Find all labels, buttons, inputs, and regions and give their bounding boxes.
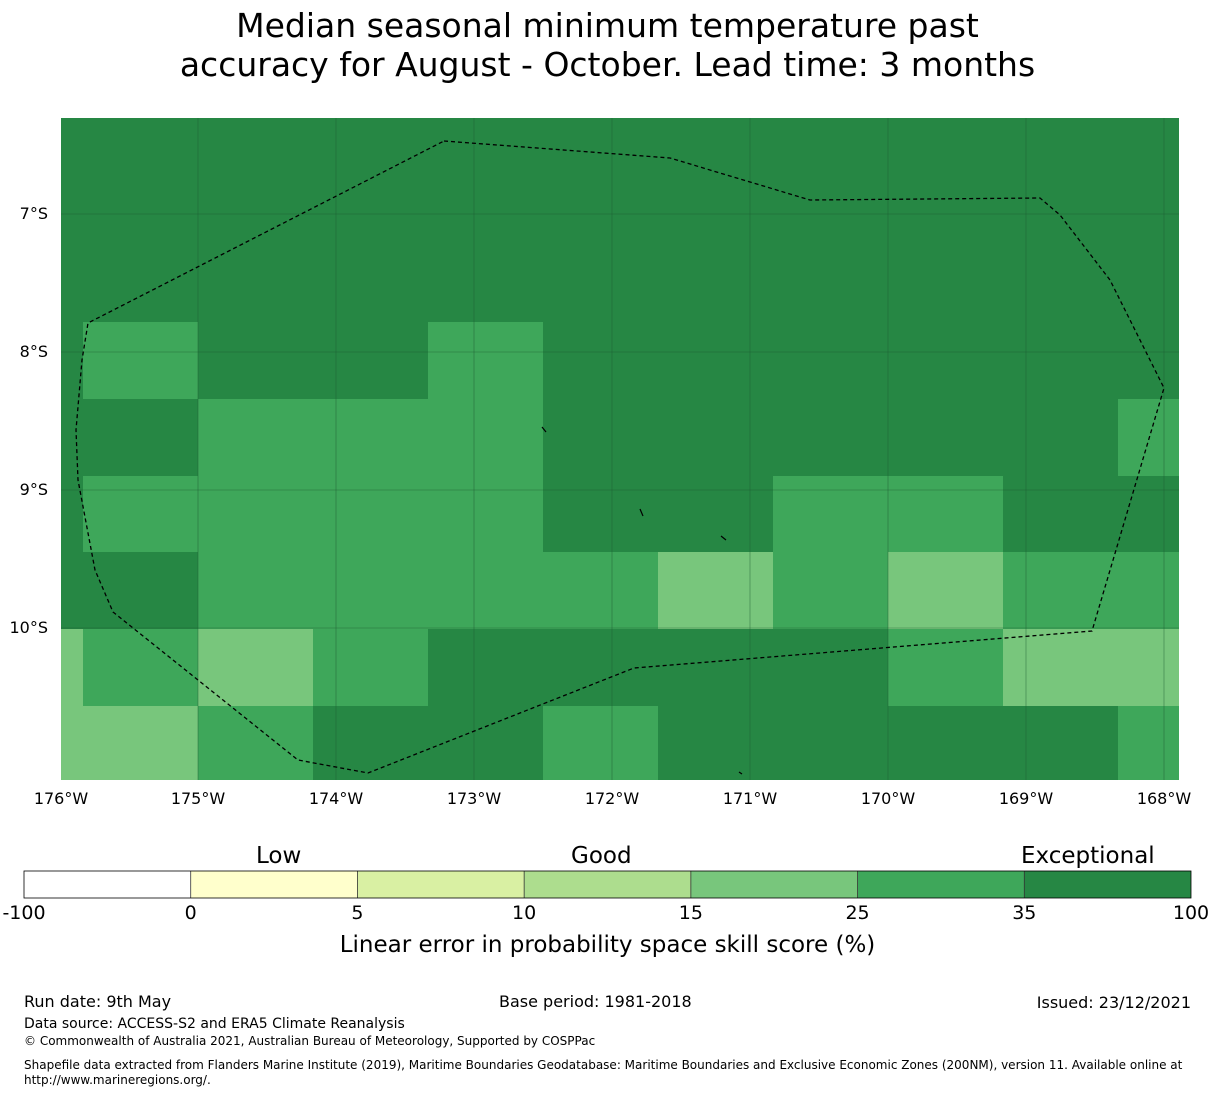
latitude-label: 10°S [9, 618, 48, 637]
latitude-label: 9°S [19, 480, 48, 499]
latitude-label: 7°S [19, 204, 48, 223]
base-period: Base period: 1981-2018 [499, 992, 692, 1011]
colorbar-bin [524, 871, 691, 898]
skill-cell [1003, 552, 1179, 629]
title-line-1: Median seasonal minimum temperature past [236, 6, 979, 45]
longitude-label: 176°W [33, 789, 89, 808]
data-source: Data source: ACCESS-S2 and ERA5 Climate … [24, 1016, 405, 1032]
longitude-label: 174°W [308, 789, 364, 808]
title-line-2: accuracy for August - October. Lead time… [179, 45, 1036, 84]
latitude-label: 8°S [19, 342, 48, 361]
skill-cell [61, 629, 83, 706]
longitude-label: 173°W [446, 789, 502, 808]
colorbar-tick-label: 5 [351, 902, 364, 924]
shapefile-credit-line-2: http://www.marineregions.org/. [24, 1073, 211, 1087]
skill-cell [83, 629, 198, 706]
chart-title: Median seasonal minimum temperature past… [0, 6, 1215, 84]
colorbar-bin [357, 871, 525, 898]
island-mark [738, 771, 743, 775]
longitude-label: 172°W [584, 789, 640, 808]
skill-cell [773, 552, 888, 629]
skill-cell [198, 552, 658, 629]
colorbar-tick-label: 15 [678, 902, 703, 924]
skill-cell [198, 706, 313, 780]
run-date: Run date: 9th May [24, 992, 172, 1011]
island-mark [720, 535, 727, 541]
island-mark [541, 426, 547, 433]
skill-cell [1003, 629, 1179, 706]
colorbar-tick-label: 25 [845, 902, 870, 924]
colorbar-bin [857, 871, 1025, 898]
colorbar-title: Linear error in probability space skill … [339, 932, 876, 958]
colorbar-tick-label: 100 [1172, 902, 1210, 924]
colorbar-bin [24, 871, 191, 898]
skill-cell [658, 552, 773, 629]
island-mark [639, 508, 644, 517]
eez-boundary [75, 140, 1165, 774]
skill-cell [888, 629, 1003, 706]
longitude-label: 170°W [860, 789, 916, 808]
category-label-low: Low [256, 843, 302, 869]
skill-cell [543, 706, 658, 780]
skill-cell [83, 476, 198, 552]
longitude-label: 171°W [722, 789, 778, 808]
skill-cell [428, 322, 543, 399]
category-label-good: Good [571, 843, 632, 869]
copyright: © Commonwealth of Australia 2021, Austra… [24, 1034, 596, 1048]
colorbar-tick-label: 10 [512, 902, 537, 924]
colorbar-tick-label: -100 [2, 902, 46, 924]
skill-cell [198, 399, 543, 552]
longitude-label: 169°W [998, 789, 1054, 808]
shapefile-credit-line-1: Shapefile data extracted from Flanders M… [24, 1058, 1183, 1072]
skill-cell [198, 629, 313, 706]
colorbar-frame [23, 870, 1192, 899]
longitude-label: 175°W [170, 789, 226, 808]
issued-date: Issued: 23/12/2021 [1036, 993, 1191, 1012]
colorbar-tick-label: 0 [184, 902, 197, 924]
longitude-label: 168°W [1136, 789, 1192, 808]
skill-cell [1118, 399, 1179, 476]
colorbar-tick-label: 35 [1012, 902, 1037, 924]
colorbar-bin [1024, 871, 1191, 898]
category-label-exceptional: Exceptional [1021, 843, 1155, 869]
colorbar-bin [190, 871, 358, 898]
skill-cell [313, 629, 428, 706]
skill-cell [888, 552, 1003, 629]
colorbar-bin [690, 871, 858, 898]
skill-cell [1118, 706, 1179, 780]
skill-cell [61, 706, 198, 780]
skill-cell [83, 322, 198, 399]
